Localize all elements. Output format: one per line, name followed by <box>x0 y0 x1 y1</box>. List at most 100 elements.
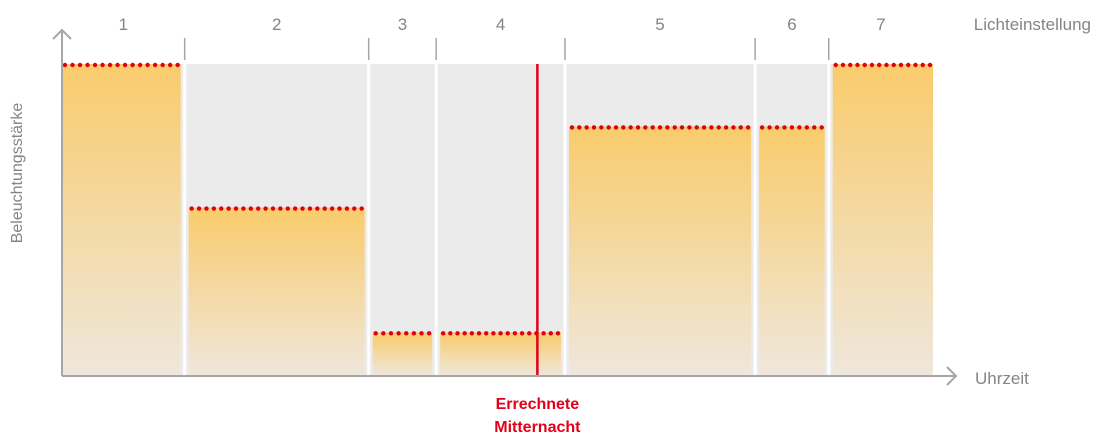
level-dot <box>233 206 239 211</box>
level-dot <box>476 331 482 336</box>
segment-label-7: 7 <box>876 15 885 34</box>
level-dot <box>782 125 787 130</box>
bars-layer <box>62 64 933 377</box>
level-dot <box>175 62 180 68</box>
level-dot <box>657 125 663 130</box>
bar-segment-6 <box>759 126 825 377</box>
segment-label-4: 4 <box>496 15 505 34</box>
level-dot <box>130 62 135 68</box>
level-dot <box>263 206 268 211</box>
level-dot <box>906 62 911 68</box>
level-dot <box>248 206 254 211</box>
level-dots-layer <box>62 62 933 336</box>
level-dot <box>804 125 810 130</box>
segment-labels-layer: 1 2 3 4 5 6 7 <box>119 15 886 34</box>
y-axis <box>52 28 72 376</box>
level-dot <box>278 206 283 211</box>
level-dot <box>285 206 290 211</box>
level-dot <box>599 125 604 130</box>
level-dot <box>70 62 75 68</box>
level-dot <box>469 331 475 336</box>
level-dot <box>411 331 417 336</box>
level-dot <box>738 125 743 130</box>
level-dot <box>759 125 765 130</box>
segment-label-6: 6 <box>787 15 796 34</box>
level-dot <box>491 331 496 336</box>
level-dot <box>512 331 518 336</box>
x-axis <box>62 366 958 386</box>
level-dot <box>927 62 933 68</box>
level-dot <box>643 125 648 130</box>
level-dot <box>100 62 105 68</box>
level-dot <box>613 125 619 130</box>
level-dot <box>541 331 546 336</box>
level-dot <box>167 62 173 68</box>
level-dot <box>505 331 510 336</box>
level-dot <box>519 331 525 336</box>
bar-segment-3 <box>372 332 433 376</box>
level-dot <box>774 125 780 130</box>
level-dot <box>833 62 838 68</box>
level-dot <box>869 62 875 68</box>
level-dot <box>745 125 751 130</box>
y-axis-label: Beleuchtungsstärke <box>9 103 26 244</box>
level-dot <box>731 125 736 130</box>
level-dot <box>723 125 729 130</box>
level-dot <box>527 331 532 336</box>
level-dot <box>462 331 467 336</box>
level-dot <box>789 125 795 130</box>
level-dot <box>359 206 364 211</box>
level-dot <box>419 331 424 336</box>
level-dot <box>381 331 386 336</box>
level-dot <box>152 62 158 68</box>
level-dot <box>440 331 446 336</box>
midnight-label-line-1: Errechnete <box>496 396 580 413</box>
level-dot <box>709 125 714 130</box>
segment-label-2: 2 <box>272 15 281 34</box>
bar-segment-4 <box>440 332 561 376</box>
level-dot <box>226 206 231 211</box>
series-label: Lichteinstellung <box>974 15 1091 34</box>
level-dot <box>396 331 401 336</box>
level-dot <box>137 62 143 68</box>
level-dot <box>884 62 889 68</box>
bar-segment-5 <box>568 126 752 377</box>
level-dot <box>848 62 853 68</box>
level-dot <box>307 206 313 211</box>
level-dot <box>877 62 882 68</box>
level-dot <box>650 125 655 130</box>
bar-segment-2 <box>188 207 365 376</box>
midnight-label-line-2: Mitternacht <box>494 419 581 436</box>
level-dot <box>77 62 83 68</box>
level-dot <box>484 331 489 336</box>
level-dot <box>920 62 925 68</box>
level-dot <box>635 125 641 130</box>
level-dot <box>628 125 633 130</box>
level-dot <box>855 62 860 68</box>
level-dot <box>92 62 98 68</box>
segment-ticks-layer <box>183 38 830 60</box>
level-dot <box>292 206 298 211</box>
level-dot <box>891 62 896 68</box>
level-dot <box>591 125 597 130</box>
level-dot <box>812 125 817 130</box>
level-dot <box>898 62 904 68</box>
level-dot <box>329 206 335 211</box>
segment-label-3: 3 <box>398 15 407 34</box>
separators-layer <box>183 64 831 376</box>
level-dot <box>337 206 342 211</box>
level-dot <box>577 125 582 130</box>
level-dot <box>767 125 772 130</box>
level-dot <box>679 125 685 130</box>
level-dot <box>606 125 611 130</box>
level-dot <box>584 125 589 130</box>
level-dot <box>862 62 867 68</box>
level-dot <box>672 125 677 130</box>
level-dot <box>196 206 202 211</box>
level-dot <box>204 206 209 211</box>
level-dot <box>373 331 378 336</box>
level-dot <box>115 62 120 68</box>
level-dot <box>404 331 409 336</box>
level-dot <box>62 62 68 68</box>
